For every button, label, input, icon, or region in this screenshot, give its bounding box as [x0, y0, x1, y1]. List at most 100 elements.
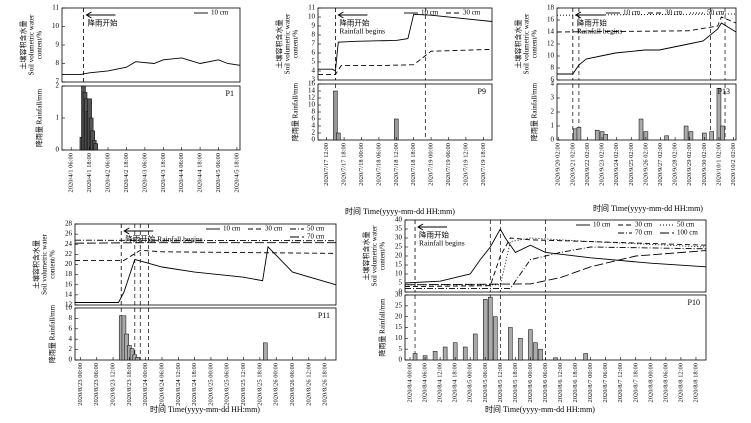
y-tick-label: 6	[312, 49, 316, 57]
y-axis-label: Soil volumetric water	[28, 14, 36, 75]
rain-bar	[709, 131, 714, 141]
y-tick-label: 14	[65, 290, 73, 298]
plot-frame	[317, 83, 493, 141]
moisture-line	[62, 57, 241, 76]
annotation: 降雨开始	[87, 18, 117, 28]
rain-bar	[336, 132, 341, 141]
x-tick-label: 2020/8/6 18:00	[572, 363, 579, 403]
annotation: 降雨开始	[577, 18, 607, 28]
y-axis-label: 土壤容积含水量	[32, 240, 41, 289]
x-tick-label: 2020/8/5 12:00	[497, 363, 504, 403]
y-axis-label: 降雨量 Rainfall/mm	[35, 88, 44, 147]
x-tick-label: 2020/4/2 18:00	[123, 153, 130, 193]
y-tick-label: 18	[547, 4, 555, 12]
legend-label: 30 cm	[665, 9, 683, 17]
rain-bar	[664, 135, 669, 141]
y-tick-label: 30	[395, 291, 403, 299]
panel-label: P1	[226, 89, 234, 98]
rain-bar	[483, 299, 488, 361]
rain-bar	[488, 296, 493, 361]
legend-label: 70 cm	[635, 229, 653, 237]
y-tick-label: 20	[395, 312, 403, 320]
y-axis-label: content/%	[292, 30, 300, 59]
moisture-line	[404, 228, 707, 284]
rain-bar	[528, 329, 533, 361]
x-tick-label: 2020/8/23 12:00	[110, 363, 117, 406]
y-axis-label: Soil volumetric water	[41, 234, 49, 295]
y-tick-label: 8	[69, 314, 73, 322]
x-tick-label: 2020/4/3 06:00	[141, 153, 148, 193]
x-tick-label: 2020/10/2 02:00	[730, 143, 737, 186]
x-tick-label: 2020/4/3 18:00	[160, 153, 167, 193]
y-tick-label: 22	[65, 250, 73, 258]
x-tick-label: 2020/9/24 02:00	[613, 143, 620, 186]
y-tick-label: 10	[395, 334, 403, 342]
y-axis-label: 降雨量 Rainfall/mm	[530, 82, 539, 141]
x-tick-label: 2020/8/25 12:00	[240, 363, 247, 406]
rain-bar	[594, 129, 600, 141]
rain-bar	[603, 134, 608, 141]
legend-label: 10 cm	[223, 225, 241, 233]
y-tick-label: 5	[312, 58, 316, 66]
y-tick-label: 1	[551, 122, 555, 130]
y-axis-label: content/%	[36, 31, 44, 60]
moisture-line	[75, 245, 337, 303]
x-tick-label: 2020/8/6 00:00	[527, 363, 534, 403]
x-tick-label: 2020/8/24 06:00	[158, 363, 165, 406]
legend-label: 30 cm	[265, 225, 283, 233]
x-tick-label: 2020/9/29 02:00	[686, 143, 693, 186]
x-tick-label: 2020/9/23 02:00	[599, 143, 606, 186]
rain-bar	[538, 348, 543, 361]
x-tick-label: 2020/8/25 06:00	[224, 363, 231, 406]
rainfall-chart: 0 1 2 3 4 降雨量 Rainfall/mm 2020/9/20 02:00 2020/…	[530, 80, 737, 213]
annotation: 降雨开始 Rainfall begins	[125, 234, 203, 244]
x-tick-label: 2020/8/26 12:00	[305, 363, 312, 406]
y-tick-label: 1	[56, 114, 60, 122]
x-tick-label: 2020/8/24 00:00	[142, 363, 149, 406]
rain-bar	[333, 90, 338, 141]
y-axis-label: 降雨量 Rainfall/mm	[378, 298, 387, 357]
x-tick-label: 2020/8/8 18:00	[692, 363, 699, 403]
x-tick-label: 2020/8/24 12:00	[175, 363, 182, 406]
y-tick-label: 0	[56, 146, 60, 154]
y-tick-label: 10	[65, 304, 73, 312]
y-axis-label: 降雨量 Rainfall/mm	[291, 82, 300, 141]
x-tick-label: 2020/8/23 00:00	[77, 363, 84, 406]
moisture-chart: 12 14 16 18 20 22 24 26 28 土壤容积含水量 Soil volumetric…	[32, 220, 337, 309]
y-axis-label: Soil volumetric water	[284, 13, 292, 74]
y-tick-label: 14	[547, 28, 555, 36]
legend-label: 70 cm	[307, 233, 325, 241]
rain-bar	[472, 333, 478, 361]
x-tick-label: 2020/9/25 02:00	[628, 143, 635, 186]
y-tick-label: 8	[551, 64, 555, 72]
y-axis-label: content/%	[49, 250, 57, 279]
rain-bar	[533, 342, 538, 361]
moisture-line	[404, 237, 707, 288]
x-tick-label: 2020/7/18 18:00	[410, 143, 417, 186]
y-tick-label: 10	[395, 270, 403, 278]
y-tick-label: 11	[52, 4, 59, 12]
y-tick-label: 20	[395, 252, 403, 260]
rain-bar	[576, 127, 582, 141]
x-tick-label: 2020/7/19 12:00	[462, 143, 469, 186]
x-tick-label: 2020/8/6 12:00	[557, 363, 564, 403]
x-tick-label: 2020/8/25 00:00	[207, 363, 214, 406]
x-tick-label: 2020/8/25 18:00	[256, 363, 263, 406]
y-tick-label: 7	[56, 78, 60, 86]
y-tick-label: 12	[308, 94, 316, 102]
x-tick-label: 2020/4/4 18:00	[197, 153, 204, 193]
moisture-line	[557, 22, 737, 75]
y-tick-label: 16	[308, 80, 316, 88]
y-axis-label: Soil volumetric water	[523, 13, 531, 74]
rain-bar	[129, 348, 135, 361]
rain-bar	[93, 143, 99, 151]
x-tick-label: 2020/10/1 02:00	[715, 143, 722, 186]
x-axis-label: 时间 Time(yyyy-mm-dd HH:mm)	[150, 404, 260, 414]
rain-bar	[720, 125, 725, 141]
legend-label: 10 cm	[593, 221, 611, 229]
x-axis-label: 时间 Time(yyyy-mm-dd HH:mm)	[593, 203, 703, 213]
y-tick-label: 15	[395, 323, 403, 331]
x-tick-label: 2020/8/26 06:00	[289, 363, 296, 406]
y-tick-label: 2	[56, 82, 60, 90]
